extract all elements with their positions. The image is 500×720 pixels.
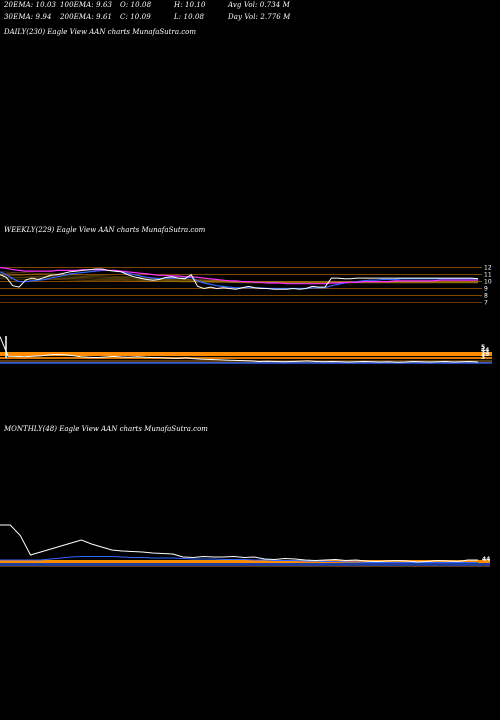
weekly-y-tick-label: 7 — [484, 300, 488, 307]
weekly-grid — [0, 267, 482, 303]
weekly-volume-tag: 44 — [481, 347, 489, 354]
monthly-band — [0, 566, 490, 567]
stat-day-vol: Day Vol: 2.776 M — [228, 13, 291, 21]
weekly-volume-band — [0, 362, 492, 364]
monthly-ema-blue-line — [0, 556, 478, 563]
stat-open: O: 10.08 — [120, 1, 152, 9]
stat-ema20: 20EMA: 10.03 — [4, 1, 57, 9]
weekly-y-tick-label: 11 — [484, 272, 492, 279]
stat-ema30: 30EMA: 9.94 — [4, 13, 52, 21]
weekly-lines — [0, 267, 479, 290]
weekly-volume-line — [0, 336, 479, 363]
monthly-band — [0, 560, 490, 563]
stat-low: L: 10.08 — [174, 13, 205, 21]
monthly-tags: 44 — [482, 556, 490, 563]
weekly-chart-title: WEEKLY(229) Eagle View AAN charts Munafa… — [4, 226, 206, 234]
daily-chart-title: DAILY(230) Eagle View AAN charts MunafaS… — [4, 28, 196, 36]
weekly-y-tick-label: 9 — [484, 286, 488, 293]
weekly-ma-line — [0, 275, 478, 283]
weekly-price-line — [0, 268, 479, 290]
weekly-volume-band — [0, 360, 492, 363]
weekly-ma-line — [0, 276, 478, 283]
weekly-volume-tag: 39 — [481, 351, 489, 358]
stat-ema200: 200EMA: 9.61 — [60, 13, 113, 21]
weekly-y-tick-label: 10 — [484, 279, 492, 286]
stat-high: H: 10.10 — [174, 1, 206, 9]
monthly-tag: 44 — [482, 556, 490, 563]
monthly-band — [0, 563, 490, 566]
monthly-lines — [0, 524, 478, 563]
weekly-y-tick-label: 12 — [484, 265, 492, 272]
stat-avg-vol: Avg Vol: 0.734 M — [228, 1, 290, 9]
weekly-volume-bands — [0, 352, 492, 364]
weekly-y-tick-label: 8 — [484, 293, 488, 300]
monthly-price-line — [0, 524, 478, 563]
weekly-volume-tag: 5 — [481, 344, 485, 351]
stat-ema100: 100EMA: 9.63 — [60, 1, 113, 9]
weekly-volume-band — [0, 352, 492, 356]
weekly-ma-line — [0, 278, 478, 284]
weekly-ema-blue-line — [0, 269, 478, 290]
stat-close: C: 10.09 — [120, 13, 151, 21]
weekly-ema-magenta-line — [0, 267, 478, 285]
weekly-volume-band — [0, 357, 492, 359]
monthly-chart-title: MONTHLY(48) Eagle View AAN charts Munafa… — [4, 425, 208, 433]
weekly-volume-tag: 3 — [481, 354, 485, 361]
monthly-bands — [0, 560, 490, 567]
weekly-volume-lines — [0, 336, 479, 363]
